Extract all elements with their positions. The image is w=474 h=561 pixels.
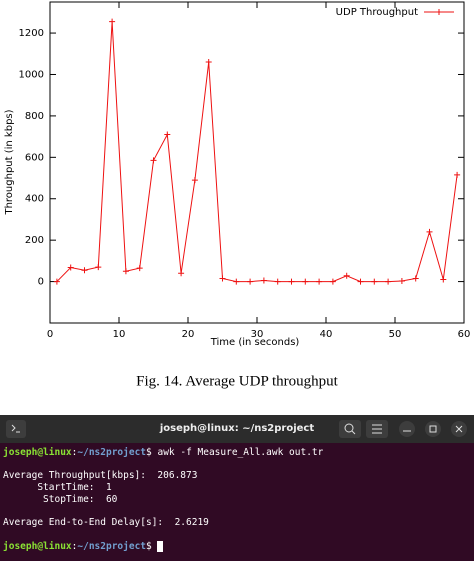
point-marker: [302, 278, 309, 285]
terminal-title: joseph@linux: ~/ns2project: [159, 423, 315, 434]
command: awk -f Measure_All.awk out.tr: [157, 447, 324, 458]
point-marker: [136, 265, 143, 272]
command-line: joseph@linux:~/ns2project$ awk -f Measur…: [3, 447, 323, 459]
point-marker: [247, 278, 254, 285]
x-tick-label: 50: [389, 329, 402, 340]
data-line: [56, 21, 458, 283]
chart: Time (in seconds) Throughput (in kbps) F…: [4, 1, 471, 389]
point-marker: [122, 268, 129, 275]
maximize-button[interactable]: [425, 421, 441, 437]
point-marker: [81, 267, 88, 274]
cursor: [157, 541, 164, 552]
y-tick-label: 400: [25, 194, 44, 205]
point-marker: [219, 275, 226, 282]
y-tick-label: 1000: [19, 69, 44, 80]
minimize-button[interactable]: [399, 421, 415, 437]
prompt-user: joseph@linux: [3, 447, 72, 458]
point-marker: [178, 270, 185, 277]
icon: [429, 425, 437, 433]
y-tick-label: 0: [38, 277, 44, 288]
point-marker: [357, 278, 364, 285]
output-line: StopTime: 60: [3, 493, 118, 505]
x-tick-label: 30: [251, 329, 264, 340]
x-tick-label: 40: [320, 329, 333, 340]
point-marker: [109, 18, 116, 25]
prompt-path: ~/ns2project: [77, 541, 147, 552]
point-marker: [67, 264, 74, 271]
output-line: Average Throughput[kbps]: 206.873: [3, 470, 198, 482]
point-marker: [150, 157, 157, 164]
caption: Fig. 14. Average UDP throughput: [136, 373, 338, 389]
point-marker: [426, 228, 433, 235]
point-marker: [233, 278, 240, 285]
plot-frame: [49, 1, 465, 324]
x-tick-label: 10: [113, 329, 126, 340]
title-bar: joseph@linux: ~/ns2project: [0, 415, 474, 443]
point-marker: [191, 177, 198, 184]
point-marker: [205, 59, 212, 66]
point-marker: [385, 278, 392, 285]
point-marker: [398, 277, 405, 284]
y-tick-label: 600: [25, 152, 44, 163]
prompt-path: ~/ns2project: [77, 447, 147, 458]
point-marker: [274, 278, 281, 285]
y-tick-label: 800: [25, 111, 44, 122]
legend-marker: [436, 9, 442, 15]
point-marker: [329, 278, 336, 285]
x-tick-label: 0: [47, 329, 53, 340]
x-tick-label: 20: [182, 329, 195, 340]
icon: [455, 425, 463, 433]
icon: [351, 430, 356, 435]
new-tab-button[interactable]: [6, 420, 26, 438]
point-marker: [53, 278, 60, 285]
output-line: Average End-to-End Delay[s]: 2.6219: [3, 517, 209, 529]
prompt-separator: :: [71, 447, 78, 458]
search-button[interactable]: [339, 420, 361, 438]
y-tick-label: 200: [25, 235, 44, 246]
prompt-user: joseph@linux: [3, 541, 72, 552]
prompt-symbol: $: [146, 447, 152, 458]
point-marker: [260, 277, 267, 284]
point-marker: [371, 278, 378, 285]
prompt-symbol: $: [146, 541, 152, 552]
y-axis-label: Throughput (in kbps): [4, 109, 15, 215]
icon: [11, 424, 20, 433]
x-tick-label: 60: [458, 329, 471, 340]
prompt-line: joseph@linux:~/ns2project$: [3, 541, 164, 553]
icon: [344, 423, 354, 433]
y-tick-label: 1200: [19, 28, 44, 39]
icon: [372, 424, 382, 434]
point-marker: [454, 171, 461, 178]
legend-label: UDP Throughput: [336, 7, 418, 18]
point-marker: [343, 272, 350, 279]
prompt-separator: :: [71, 541, 78, 552]
point-marker: [440, 276, 447, 283]
point-marker: [95, 264, 102, 271]
x-axis-label: Time (in seconds): [210, 337, 300, 348]
terminal: joseph@linux: ~/ns2project joseph@linux:…: [0, 415, 474, 561]
point-marker: [412, 275, 419, 282]
title-bar-icons: [6, 420, 467, 438]
point-marker: [164, 131, 171, 138]
output-line: StartTime: 1: [3, 482, 112, 494]
point-marker: [288, 278, 295, 285]
point-marker: [316, 278, 323, 285]
